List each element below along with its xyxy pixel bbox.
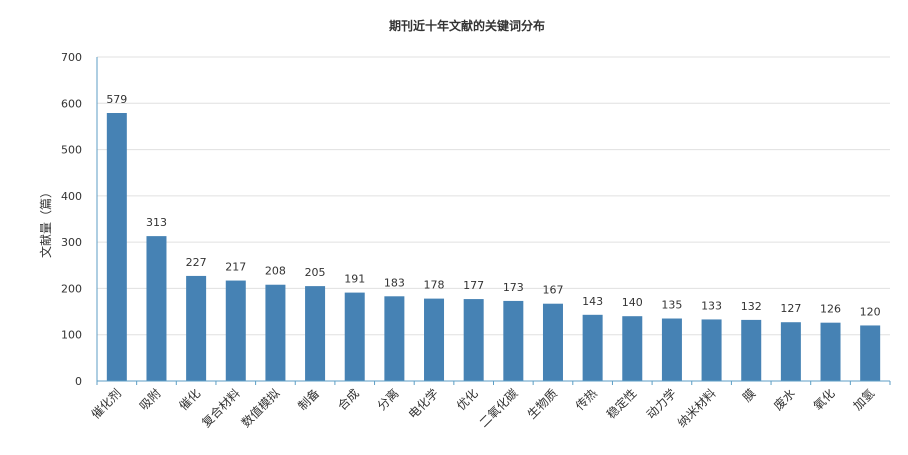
bar [542, 303, 563, 381]
x-tick-label: 制备 [295, 386, 322, 413]
y-tick-label: 300 [61, 236, 82, 249]
y-tick-label: 600 [61, 97, 82, 110]
bar [661, 318, 682, 381]
data-label: 126 [820, 303, 841, 316]
y-tick-label: 200 [61, 282, 82, 295]
bar [305, 286, 326, 381]
data-label: 167 [542, 284, 563, 297]
data-label: 227 [186, 256, 207, 269]
axes [96, 57, 890, 382]
x-tick-label: 复合材料 [198, 386, 243, 431]
bar [622, 316, 643, 381]
bar [820, 322, 841, 381]
data-label: 120 [860, 305, 881, 318]
data-label: 140 [622, 296, 643, 309]
x-tick-label: 生物质 [525, 386, 560, 421]
data-label: 143 [582, 295, 603, 308]
bar [503, 300, 524, 381]
bar [106, 113, 127, 382]
x-tick-label: 吸附 [137, 386, 164, 413]
x-tick-label: 加氢 [850, 386, 878, 414]
bar [186, 275, 207, 381]
y-tick-label: 0 [75, 375, 82, 388]
data-label: 313 [146, 216, 167, 229]
data-label: 579 [106, 93, 127, 106]
x-tick-label: 膜 [740, 386, 758, 404]
data-label: 127 [780, 302, 801, 315]
y-axis-ticks: 0 100 200 300 400 500 600 700 [61, 51, 82, 388]
x-tick-label: 合成 [334, 386, 362, 414]
x-tick-label: 传热 [572, 386, 600, 414]
bar [701, 319, 722, 381]
x-tick-label: 纳米材料 [675, 386, 719, 430]
x-tick-label: 二氧化碳 [477, 386, 521, 430]
bar [424, 298, 445, 381]
x-tick-label: 动力学 [643, 386, 679, 422]
x-tick-label: 分离 [374, 386, 402, 414]
data-label: 191 [344, 273, 365, 286]
bar [741, 319, 762, 381]
data-labels: 579 313 227 217 208 205 191 183 178 177 173 167 143 1… [106, 93, 880, 318]
data-label: 183 [384, 276, 405, 289]
data-label: 178 [424, 279, 445, 292]
data-label: 177 [463, 279, 484, 292]
data-label: 205 [305, 266, 326, 279]
data-label: 132 [741, 300, 762, 313]
bar [860, 325, 881, 381]
data-label: 208 [265, 265, 286, 278]
data-label: 135 [661, 299, 682, 312]
bar [146, 236, 167, 381]
x-tick-label: 废水 [770, 386, 798, 414]
data-label: 173 [503, 281, 524, 294]
bar [463, 299, 484, 381]
x-tick-label: 优化 [454, 386, 481, 413]
bar [780, 322, 801, 381]
bars [106, 113, 881, 382]
x-tick-label: 催化 [176, 386, 203, 413]
bar [384, 296, 405, 381]
x-tick-label: 氧化 [811, 386, 838, 413]
bar [344, 292, 365, 381]
data-label: 133 [701, 299, 722, 312]
bar [225, 280, 246, 381]
gridlines [97, 56, 890, 336]
y-axis-label: 文献量（篇） [38, 186, 53, 258]
bar [582, 314, 603, 381]
x-tick-label: 稳定性 [603, 386, 639, 422]
y-tick-label: 500 [61, 144, 82, 157]
bar [265, 284, 286, 381]
y-tick-label: 100 [61, 329, 82, 342]
y-tick-label: 700 [61, 51, 82, 64]
x-tick-label: 数值模拟 [238, 386, 283, 431]
y-tick-label: 400 [61, 190, 82, 203]
x-tick-label: 电化学 [405, 386, 441, 422]
chart-title: 期刊近十年文献的关键词分布 [389, 18, 545, 33]
data-label: 217 [225, 261, 246, 274]
x-tick-label: 催化剂 [88, 386, 124, 422]
